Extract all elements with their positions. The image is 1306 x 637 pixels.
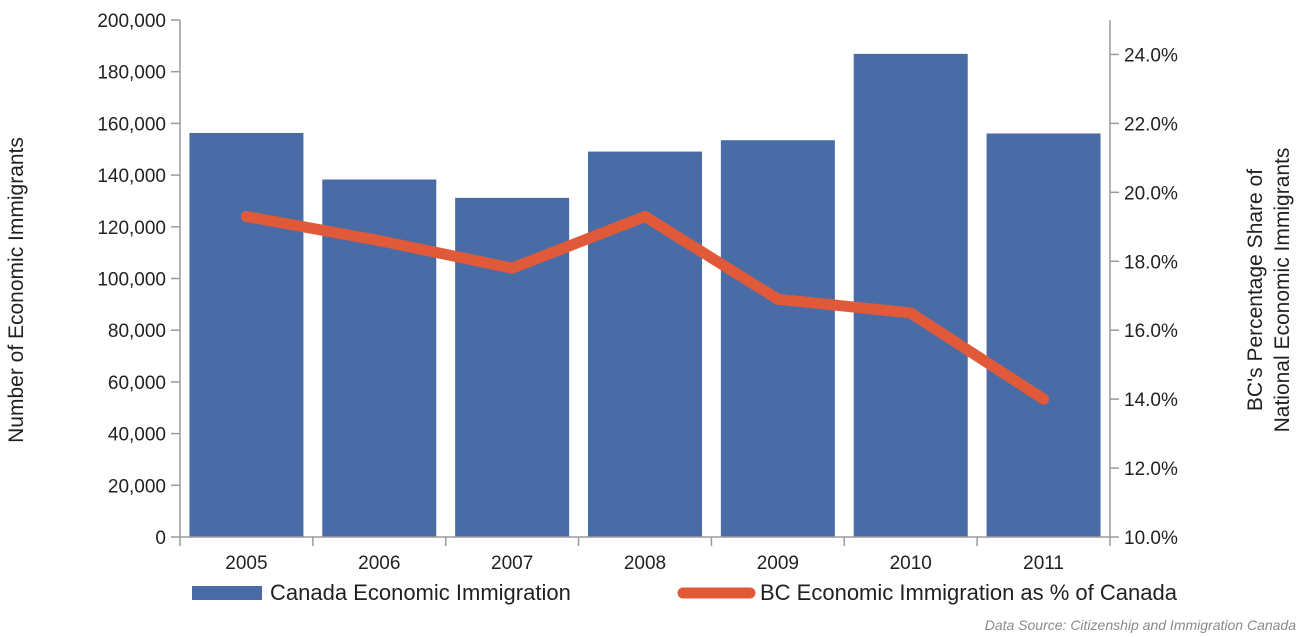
y-tick-label: 180,000 <box>97 63 166 84</box>
x-tick-label: 2007 <box>491 553 533 574</box>
legend-label-line: BC Economic Immigration as % of Canada <box>760 580 1178 605</box>
source-note: Data Source: Citizenship and Immigration… <box>985 617 1296 633</box>
bar-2010 <box>853 53 968 538</box>
y-tick-label: 100,000 <box>97 270 166 291</box>
line-point-2006 <box>373 235 385 247</box>
bar-2008 <box>588 151 702 538</box>
legend-label-bar: Canada Economic Immigration <box>270 580 571 605</box>
line-series <box>240 210 1050 405</box>
bar-2011 <box>986 133 1101 537</box>
x-tick-label: 2008 <box>624 553 666 574</box>
x-tick-label: 2006 <box>358 553 400 574</box>
bar-2009 <box>720 140 835 537</box>
y-tick-label: 80,000 <box>108 321 166 342</box>
x-tick-label: 2010 <box>890 553 932 574</box>
y-tick-label: 40,000 <box>108 425 166 446</box>
x-tick-label: 2011 <box>1023 553 1064 574</box>
y2-axis-title-line-2: National Economic Immigrants <box>1271 148 1294 433</box>
x-tick-label: 2005 <box>225 553 267 574</box>
y2-tick-label: 14.0% <box>1124 390 1178 411</box>
bar-2005 <box>189 132 304 538</box>
line-point-2009 <box>772 293 784 305</box>
axes: 0 20,000 40,000 60,000 80,000 100,000 120,000 1… <box>97 11 1178 574</box>
bar-series <box>189 53 1101 538</box>
line-point-2005 <box>240 210 252 222</box>
y2-tick-label: 24.0% <box>1124 45 1178 66</box>
y2-tick-label: 20.0% <box>1124 183 1178 204</box>
line-point-2007 <box>506 262 518 274</box>
y2-axis-title-line-1: BC's Percentage Share of <box>1244 169 1267 411</box>
y-axis-title: Number of Economic Immigrants <box>5 137 28 443</box>
y-tick-label: 0 <box>155 528 166 549</box>
y2-tick-label: 16.0% <box>1124 321 1178 342</box>
y-tick-label: 200,000 <box>97 11 166 32</box>
line-point-2010 <box>905 307 917 319</box>
y2-tick-label: 10.0% <box>1124 528 1178 549</box>
y2-tick-label: 22.0% <box>1124 114 1178 135</box>
legend-swatch-bar <box>192 586 262 600</box>
y-tick-label: 20,000 <box>108 476 166 497</box>
y2-tick-label: 12.0% <box>1124 459 1178 480</box>
y-tick-label: 60,000 <box>108 373 166 394</box>
y-tick-label: 140,000 <box>97 166 166 187</box>
x-tick-label: 2009 <box>757 553 799 574</box>
line-point-2011 <box>1038 393 1050 405</box>
line-point-2008 <box>639 210 651 222</box>
y2-tick-label: 18.0% <box>1124 252 1178 273</box>
legend: Canada Economic Immigration BC Economic … <box>192 580 1178 605</box>
y-tick-label: 160,000 <box>97 114 166 135</box>
y-tick-label: 120,000 <box>97 218 166 239</box>
